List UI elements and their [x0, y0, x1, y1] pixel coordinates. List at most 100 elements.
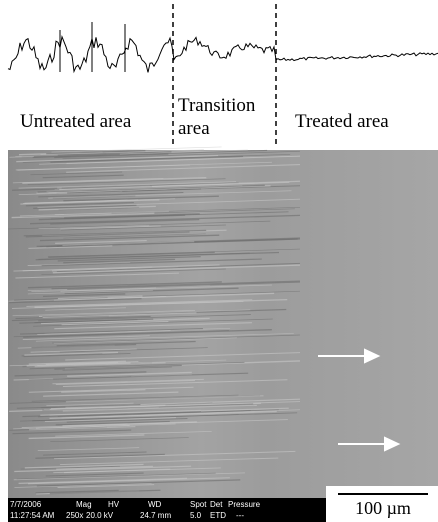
scratch — [22, 410, 202, 418]
scratch — [15, 161, 272, 171]
scratch — [44, 417, 177, 423]
scratch — [8, 220, 271, 230]
scratch — [50, 437, 189, 443]
scratch — [48, 251, 215, 258]
scale-bar-label: 100 µm — [355, 498, 411, 518]
scratch — [38, 191, 184, 198]
scratch — [55, 240, 147, 244]
scratch — [67, 281, 301, 290]
scratch — [40, 409, 202, 416]
info-header: Spot — [190, 500, 207, 509]
info-header: HV — [108, 500, 120, 509]
scratch — [36, 479, 241, 487]
scratch — [66, 164, 301, 173]
scratch — [54, 450, 296, 460]
scratch — [40, 317, 210, 325]
scratch — [63, 195, 219, 202]
scratch — [64, 287, 239, 295]
scratch — [50, 218, 200, 225]
scratch — [56, 340, 196, 347]
scratch — [47, 248, 301, 258]
scratch — [59, 347, 208, 353]
scratch — [13, 264, 220, 272]
scratch — [46, 402, 134, 407]
scratch — [39, 234, 220, 242]
scratch — [15, 272, 179, 279]
scratch — [27, 289, 153, 295]
scratch — [24, 199, 139, 204]
scratch — [56, 262, 301, 273]
scratch — [64, 467, 221, 474]
scratch — [67, 188, 202, 194]
scratch — [28, 386, 194, 393]
scratch — [37, 447, 140, 452]
scratch — [49, 401, 301, 410]
scratch — [35, 453, 165, 459]
scratch — [33, 318, 273, 327]
scratch — [31, 287, 157, 293]
scratch — [38, 214, 186, 221]
info-header: Mag — [76, 500, 92, 509]
scratch — [44, 328, 231, 335]
info-header: Det — [210, 500, 223, 509]
scratch — [48, 190, 292, 199]
scratch — [65, 395, 264, 403]
scale-bar-box — [326, 486, 438, 522]
scratch — [9, 362, 119, 367]
scratch — [26, 299, 253, 307]
scratch — [55, 420, 170, 426]
scratch — [28, 245, 113, 249]
scratch — [51, 280, 301, 290]
scratch — [37, 359, 227, 367]
scratch — [49, 410, 277, 419]
scratch — [22, 154, 291, 163]
scratch — [23, 353, 131, 358]
scratch — [8, 296, 167, 302]
scratch — [11, 212, 155, 219]
scratch — [39, 155, 301, 165]
info-value: 20.0 kV — [86, 511, 114, 520]
scratch — [22, 335, 150, 340]
scratch — [41, 268, 226, 275]
scratch — [20, 328, 203, 335]
profile-plot: Untreated area Transition area Treated a… — [7, 4, 438, 148]
scratch — [51, 146, 222, 153]
scratch — [9, 298, 142, 304]
scratch — [52, 378, 204, 385]
scratch — [22, 176, 207, 184]
info-header: WD — [148, 500, 162, 509]
scratch — [57, 151, 172, 156]
scratch — [67, 371, 192, 377]
scratch — [62, 404, 257, 412]
scratch — [63, 233, 206, 239]
scratch — [13, 472, 245, 481]
scratch — [35, 333, 294, 342]
scratch — [30, 171, 123, 176]
scratch — [29, 361, 245, 370]
region-label: area — [178, 118, 210, 139]
info-value: 5.0 — [190, 511, 202, 520]
scratch — [33, 153, 120, 158]
scratch — [37, 330, 171, 335]
scratch — [64, 213, 200, 219]
scratch — [38, 205, 156, 211]
scratch — [23, 328, 272, 338]
scratch — [20, 465, 121, 470]
scratch — [34, 298, 288, 308]
scratch — [14, 371, 147, 377]
scratch — [57, 256, 201, 262]
scratch — [55, 379, 196, 385]
scratch — [31, 394, 239, 402]
info-value: 24.7 mm — [140, 511, 171, 520]
scratch — [49, 489, 161, 495]
scratch — [55, 431, 212, 437]
scratch — [42, 403, 254, 411]
scratch — [60, 457, 279, 466]
scratch — [14, 483, 152, 488]
scratch — [62, 421, 197, 427]
scratch — [56, 465, 153, 470]
scratch — [25, 231, 190, 238]
info-bar — [8, 498, 326, 522]
scratch — [42, 293, 126, 298]
